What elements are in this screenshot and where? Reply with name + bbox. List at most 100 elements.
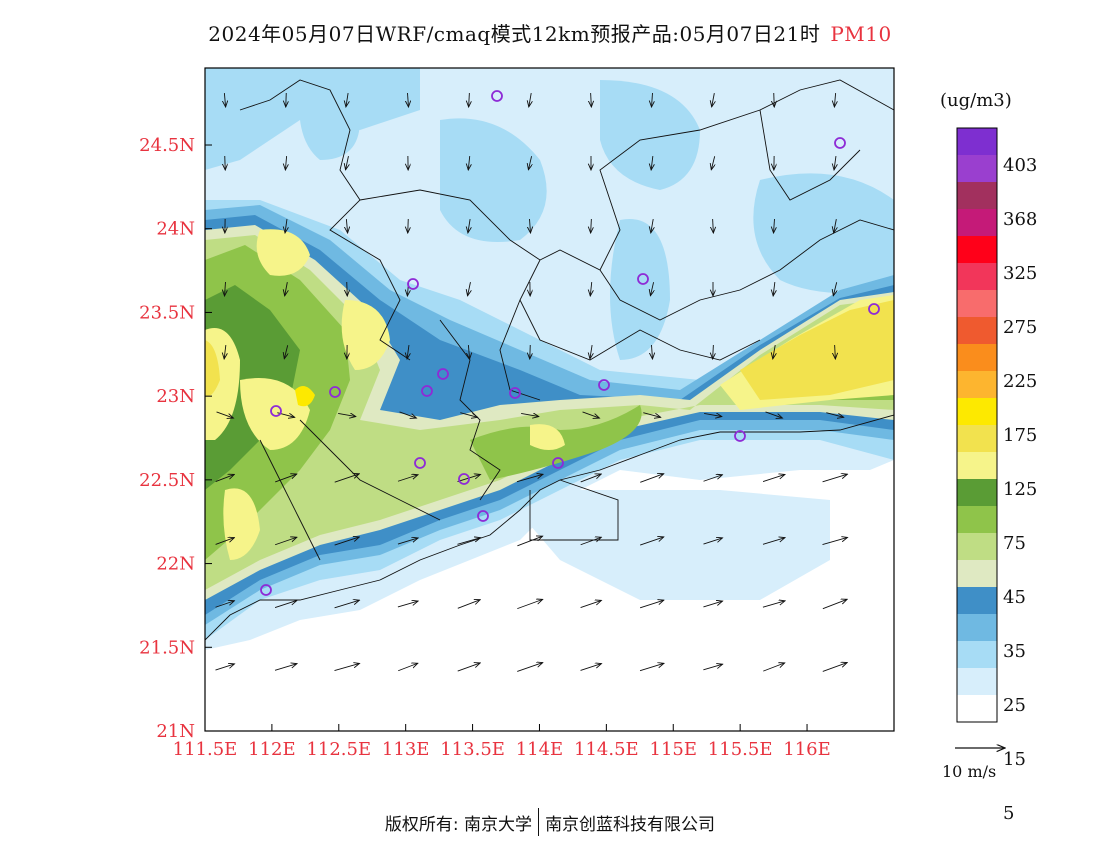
wind-arrow — [773, 281, 775, 296]
colorbar-swatch — [957, 344, 997, 371]
wind-arrow — [285, 219, 287, 233]
wind-arrow — [334, 600, 360, 609]
lon-tick-label: 111.5E — [173, 739, 238, 760]
wind-arrow — [517, 536, 542, 547]
wind-vector-field — [215, 92, 847, 672]
wind-arrow — [835, 344, 836, 359]
wind-arrow — [346, 156, 349, 170]
wind-arrow — [460, 412, 477, 418]
wind-arrow — [834, 156, 836, 170]
colorbar-label: 25 — [1003, 695, 1026, 716]
wind-arrow — [407, 345, 409, 359]
wind-arrow — [469, 92, 470, 107]
colorbar-label: 403 — [1003, 155, 1037, 176]
colorbar-swatch — [957, 479, 997, 506]
colorbar-label: 5 — [1003, 803, 1014, 824]
colorbar-label: 368 — [1003, 209, 1037, 230]
wind-arrow — [225, 281, 226, 296]
wind-arrow — [713, 344, 714, 359]
colorbar-swatch — [957, 425, 997, 452]
wind-arrow — [762, 474, 785, 482]
wind-arrow — [528, 156, 531, 170]
wind-arrow — [399, 411, 417, 418]
station-marker — [329, 386, 341, 398]
wind-arrow — [703, 475, 723, 482]
page-title: 2024年05月07日WRF/cmaq模式12km预报产品:05月07日21时 P… — [0, 18, 1100, 47]
wind-arrow — [712, 93, 715, 107]
wind-arrow — [468, 155, 469, 170]
colorbar-swatch — [957, 506, 997, 533]
lon-tick-label: 112.5E — [306, 739, 371, 760]
wind-arrow — [652, 92, 653, 107]
wind-arrow — [284, 345, 287, 359]
station-marker — [421, 385, 433, 397]
wind-arrow — [215, 538, 235, 545]
wind-arrow — [516, 474, 543, 483]
station-marker — [407, 278, 419, 290]
wind-arrow — [703, 601, 722, 608]
wind-arrow — [650, 282, 653, 296]
wind-arrow — [224, 344, 226, 359]
colorbar-swatch — [957, 695, 997, 722]
wind-arrow — [468, 219, 470, 233]
colorbar-swatch — [957, 668, 997, 695]
wind-arrow — [834, 219, 837, 233]
wind-arrow — [529, 93, 531, 107]
colorbar-swatch — [957, 533, 997, 560]
colorbar-frame — [956, 127, 998, 723]
monitoring-stations — [260, 90, 880, 596]
lat-tick-label: 22N — [156, 554, 195, 575]
wind-arrow — [652, 344, 653, 359]
wind-arrow — [397, 601, 418, 608]
wind-arrow — [224, 92, 225, 107]
wind-arrow — [397, 538, 418, 545]
wind-reference-label: 10 m/s — [942, 762, 997, 781]
footer-right: 南京创蓝科技有限公司 — [545, 815, 716, 835]
wind-arrow — [704, 413, 722, 416]
wind-arrow — [590, 281, 591, 296]
station-marker — [458, 473, 470, 485]
wind-arrow — [833, 282, 836, 296]
lat-tick-label: 24.5N — [139, 135, 195, 156]
lat-tick-label: 21N — [156, 721, 195, 742]
colorbar-swatch — [957, 587, 997, 614]
wind-arrow — [274, 537, 297, 546]
wind-arrow — [285, 155, 286, 170]
wind-arrow — [274, 664, 297, 671]
wind-arrow — [346, 93, 348, 107]
station-marker — [260, 584, 272, 596]
colorbar-swatch — [957, 155, 997, 182]
wind-arrow — [457, 600, 480, 609]
colorbar-label: 275 — [1003, 317, 1037, 338]
latitude-axis: 24.5N 24N 23.5N 23N 22.5N 22N 21.5N 21N — [139, 135, 212, 742]
colorbar-swatch — [957, 128, 997, 155]
colorbar-label: 225 — [1003, 371, 1037, 392]
lon-tick-label: 114E — [516, 739, 564, 760]
lon-tick-label: 115E — [650, 739, 698, 760]
wind-arrow — [762, 601, 785, 608]
wind-arrow — [457, 663, 481, 672]
wind-arrow — [346, 218, 347, 233]
colorbar-label: 75 — [1003, 533, 1026, 554]
station-marker — [414, 457, 426, 469]
wind-arrow — [822, 599, 847, 610]
lat-tick-label: 23N — [156, 386, 195, 407]
wind-arrow — [398, 663, 418, 672]
wind-arrow — [580, 600, 602, 609]
colorbar-label: 35 — [1003, 641, 1026, 662]
station-marker — [491, 90, 503, 102]
footer-left: 版权所有: 南京大学 — [384, 815, 533, 835]
wind-arrow — [285, 282, 288, 296]
lon-tick-label: 113E — [382, 739, 430, 760]
colorbar-swatch — [957, 398, 997, 425]
colorbar-swatch — [957, 263, 997, 290]
colorbar-label: 125 — [1003, 479, 1037, 500]
station-marker — [477, 510, 489, 522]
station-marker — [509, 387, 521, 399]
lat-tick-label: 24N — [156, 219, 195, 240]
copyright-footer: 版权所有: 南京大学 南京创蓝科技有限公司 — [0, 808, 1100, 839]
wind-arrow — [334, 537, 360, 546]
colorbar-swatch — [957, 317, 997, 344]
lon-tick-label: 115.5E — [708, 739, 773, 760]
